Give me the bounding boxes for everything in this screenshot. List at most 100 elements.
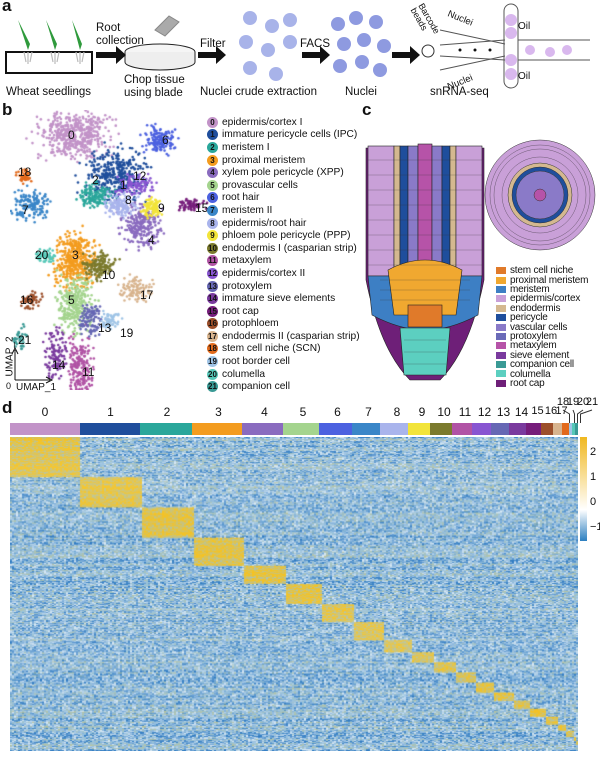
legend-label: root border cell [222,356,290,368]
cluster-dot: 20 [207,368,218,380]
cluster-dot: 5 [207,179,218,191]
cluster-dot: 10 [207,242,218,254]
legend-label: metaxylem [222,255,272,267]
legend-label: companion cell [222,381,290,393]
colorbar-tick: 1 [590,471,597,483]
legend-label: vascular cells [510,321,568,333]
legend-label: root cap [222,305,259,317]
cluster-bar-segment-16 [541,423,554,435]
umap-cluster-label: 4 [148,233,155,247]
legend-item-cluster-12: 12 epidermis/cortex II [207,267,360,280]
legend-label: epidermis/root hair [222,217,307,229]
umap-cluster-label: 7 [22,203,29,217]
legend-swatch [496,379,506,387]
root-legend-item: companion cell [496,359,588,370]
microfluidics-icon [421,3,590,89]
facs-label: FACS [300,38,331,50]
cluster-dot: 4 [207,167,218,179]
heatmap-column-label: 0 [41,405,49,419]
legend-item-cluster-2: 2 meristem I [207,141,360,154]
umap-cluster-label: 15 [195,201,209,215]
legend-label: meristem I [222,141,270,153]
root-legend-item: endodermis [496,303,588,314]
cluster-dot: 17 [207,330,218,342]
heatmap-column-label: 11 [458,405,472,419]
cluster-dot: 0 [207,116,218,128]
colorbar-tick: 2 [590,446,597,458]
legend-label: root cap [510,377,545,389]
legend-label: columella [222,368,266,380]
heatmap-column-label: 12 [477,405,492,419]
chop-tissue-dish-icon [124,15,196,71]
heatmap-column-label: 9 [418,405,426,419]
cluster-bar-segment-9 [408,423,431,435]
connector-line [577,409,584,423]
cluster-bar-segment-12 [471,423,491,435]
filter-label: Filter [200,38,226,50]
crude-nuclei-icon [239,11,297,81]
chop-tissue-label: Chop tissue using blade [124,74,185,100]
cluster-bar-segment-18 [562,423,570,435]
legend-label: sieve element [510,349,570,361]
root-collection-line1: Root [96,22,121,34]
root-legend-item: vascular cells [496,321,588,333]
cluster-dot: 14 [207,293,218,305]
heatmap-column-label: 19 [566,396,580,408]
umap-cluster-label: 19 [120,326,134,340]
cluster-dot: 8 [207,217,218,229]
connector-line [580,409,593,423]
chop-tissue-line1: Chop tissue [124,74,185,86]
arrow-icons [96,46,420,64]
legend-swatch [496,361,506,369]
legend-label: meristem [510,283,550,295]
cluster-bar-segment-21 [575,423,578,435]
legend-label: protoxylem [510,330,557,342]
umap-cluster-label: 9 [158,201,165,215]
umap-cluster-label: 0 [68,128,75,142]
heatmap-column-label: 13 [496,405,511,419]
umap-cluster-label: 13 [98,321,112,335]
root-collection-label: Root collection [96,22,144,48]
legend-item-cluster-6: 6 root hair [207,192,360,205]
heatmap-column-label: 21 [585,396,599,408]
legend-item-cluster-14: 14 immature sieve elements [207,292,360,305]
legend-item-cluster-17: 17 endodermis II (casparian strip) [207,330,360,343]
connector-line [572,409,575,423]
cluster-bar-segment-4 [242,423,284,435]
colorbar-tick: 0 [590,496,597,508]
umap-cluster-label: 10 [102,268,116,282]
legend-item-cluster-0: 0 epidermis/cortex I [207,116,360,129]
heatmap-column-label: 7 [365,405,372,419]
cluster-bar-segment-8 [380,423,409,435]
panel-label-a: a [2,0,12,15]
root-legend-item: metaxylem [496,340,588,351]
heatmap-column-label: 6 [334,405,341,419]
cluster-dot: 9 [207,230,218,242]
nuclei-crude-label: Nuclei crude extraction [200,86,317,98]
nuclei-label: Nuclei [345,86,377,98]
legend-label: pericycle [510,312,548,324]
umap-cluster-label: 8 [125,193,132,207]
heatmap-column-label: 2 [163,405,171,419]
cluster-bar-segment-3 [191,423,243,435]
cluster-bar-segment-20 [572,423,576,435]
heatmap-column-label: 14 [514,405,529,419]
cluster-bar-segment-6 [318,423,352,435]
umap-cluster-label: 17 [140,288,154,302]
heatmap-column-label: 17 [555,405,568,417]
root-longitudinal-section [365,143,485,381]
umap-cluster-label: 6 [162,133,169,147]
cluster-dot: 19 [207,356,218,368]
cluster-dot: 7 [207,204,218,216]
umap-cluster-label: 12 [133,169,147,183]
root-legend-item: root cap [496,377,588,389]
root-legend-item: columella [496,369,588,380]
umap-cluster-label: 2 [92,173,99,187]
cluster-dot: 15 [207,305,218,317]
umap-cluster-label: 11 [82,365,95,379]
cluster-bar-segment-5 [283,423,319,435]
legend-label: stem cell niche (SCN) [222,343,321,355]
oil-top-label: Oil [518,21,531,32]
root-legend-item: sieve element [496,349,588,361]
legend-item-cluster-5: 5 provascular cells [207,179,360,192]
